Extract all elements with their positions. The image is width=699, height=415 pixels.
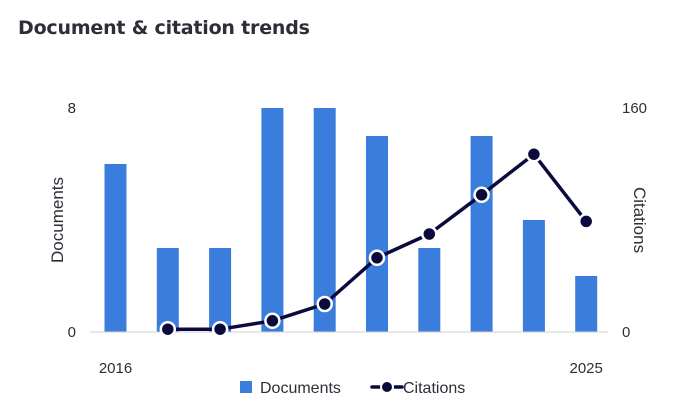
- documents-bar-2021[interactable]: [366, 136, 388, 332]
- citations-point-2019[interactable]: [264, 312, 281, 330]
- citations-point-2017[interactable]: [159, 320, 177, 338]
- citations-point-2025[interactable]: [577, 213, 595, 230]
- documents-bar-2019[interactable]: [261, 108, 284, 332]
- citations-point-2020[interactable]: [316, 295, 333, 313]
- citations-point-2023[interactable]: [473, 186, 490, 204]
- documents-bar-2024[interactable]: [522, 220, 545, 332]
- documents-bar-2020[interactable]: [313, 108, 336, 332]
- y2-tick-label-top: 160: [622, 100, 647, 117]
- documents-bars: [104, 108, 598, 332]
- citations-point-2024[interactable]: [525, 145, 543, 163]
- citations-point-2021[interactable]: [368, 249, 386, 267]
- documents-bar-2025[interactable]: [575, 276, 598, 332]
- documents-bar-2017[interactable]: [156, 248, 179, 332]
- y-tick-label-top: 8: [68, 100, 76, 117]
- documents-bar-2023[interactable]: [470, 136, 493, 332]
- y-axis-title: Documents: [48, 177, 67, 263]
- y2-axis-title: Citations: [630, 187, 649, 253]
- citations-line-layer: [159, 145, 595, 338]
- x-tick-label-last: 2025: [570, 360, 603, 377]
- citations-point-2018[interactable]: [211, 320, 229, 338]
- legend-swatch-citations-marker: [380, 380, 394, 394]
- documents-bar-2018[interactable]: [209, 248, 232, 332]
- citations-point-2022[interactable]: [421, 225, 438, 243]
- legend: Documents Citations: [240, 380, 465, 397]
- documents-bar-2016[interactable]: [104, 164, 127, 332]
- legend-item-citations[interactable]: Citations: [370, 380, 465, 397]
- axis-titles: Documents Citations: [48, 177, 649, 263]
- legend-label-citations: Citations: [403, 380, 465, 397]
- legend-swatch-documents: [240, 381, 252, 393]
- y-tick-label-bottom: 0: [68, 324, 76, 341]
- chart-title: Document & citation trends: [18, 17, 310, 39]
- x-tick-label-first: 2016: [99, 360, 132, 377]
- legend-label-documents: Documents: [260, 380, 341, 397]
- axis-ticks: 8 0 160 0 2016 2025: [68, 100, 647, 377]
- y2-tick-label-bottom: 0: [622, 324, 630, 341]
- legend-item-documents[interactable]: Documents: [240, 380, 341, 397]
- documents-bar-2022[interactable]: [418, 248, 441, 332]
